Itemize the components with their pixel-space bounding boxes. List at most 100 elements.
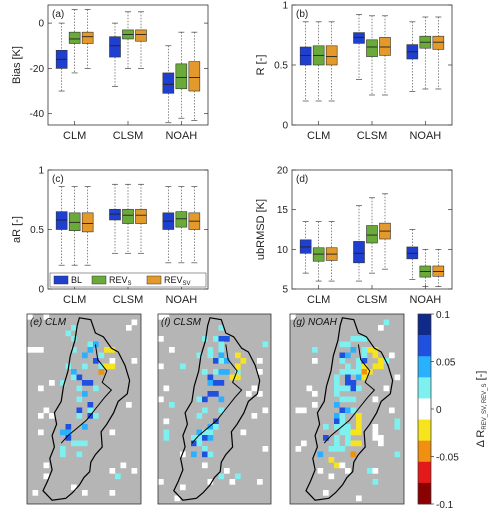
box-body [135, 29, 147, 42]
map-cell [224, 336, 230, 342]
map-cell [213, 424, 219, 430]
map-cell [301, 407, 307, 414]
box-body [122, 208, 134, 224]
box-rev-s-noah [419, 248, 432, 287]
map-panels: (e) CLM (f) CLSM (g) NOAH [26, 313, 405, 505]
map-cell [356, 369, 362, 375]
legend: BL REVS REVSV [49, 272, 207, 288]
map-cell [180, 484, 186, 491]
map-cell [76, 385, 83, 392]
box-panel-4: 5 10 15 20 ubRMSD [K] (d) CLM CLSM NOAH [255, 166, 453, 306]
map-cell [202, 336, 208, 342]
map-cell [87, 380, 94, 386]
map-cell [224, 369, 230, 375]
map-cell [196, 429, 203, 436]
map-cell [213, 380, 219, 386]
map-cell [43, 314, 50, 320]
box-rev-s-clm [68, 9, 81, 74]
y-tick-label: 0 [38, 19, 44, 30]
map-cell [345, 380, 351, 386]
map-frame [289, 313, 405, 505]
map-cell [295, 446, 302, 452]
map-cell [218, 407, 225, 414]
box-rev-s-clsm [366, 15, 378, 96]
map-cell [60, 451, 66, 458]
map-cell [345, 468, 351, 474]
map-cell [229, 479, 236, 485]
map-cell [334, 446, 340, 452]
map-cell [323, 424, 329, 430]
basin-outline [42, 317, 131, 501]
river-outline [191, 344, 243, 444]
map-cell [246, 391, 252, 397]
map-cell [356, 336, 362, 342]
map-cell [334, 462, 340, 469]
map-cell [82, 363, 88, 370]
map-cell [131, 468, 138, 474]
map-cell [339, 407, 346, 414]
map-cell [345, 440, 351, 447]
map-cell [350, 451, 357, 458]
map-cell [202, 446, 208, 452]
map-cell [361, 363, 368, 370]
map-cell [202, 451, 208, 458]
map-cell [38, 413, 44, 419]
map-panel-3: (g) NOAH [289, 313, 405, 505]
map-cell [202, 407, 208, 414]
box-rev-sv-noah [432, 16, 445, 90]
map-cell [104, 347, 110, 353]
map-cell [339, 396, 346, 403]
map-cell [65, 330, 72, 337]
map-cell [76, 413, 83, 419]
map-cell [317, 468, 324, 474]
map-cell [394, 374, 401, 381]
map-cell [32, 347, 39, 353]
map-cell [218, 325, 225, 331]
y-tick-label: 0 [282, 121, 288, 132]
map-cell [60, 380, 66, 386]
map-cell [345, 352, 351, 359]
map-cell [218, 473, 225, 480]
map-cell [235, 374, 241, 381]
legend-swatch [91, 275, 107, 285]
box-body [109, 36, 121, 58]
map-cell [213, 369, 219, 375]
panel-label: (a) [52, 9, 64, 20]
map-cell [345, 341, 351, 348]
map-cell [163, 385, 170, 392]
map-cell [251, 385, 258, 392]
map-cell [361, 336, 368, 342]
map-cell [207, 451, 214, 458]
map-cell [235, 369, 241, 375]
map-cell [350, 347, 357, 353]
map-cell [257, 479, 263, 485]
map-cell [87, 341, 94, 348]
map-cell [218, 336, 225, 342]
colorbar-label-main: Δ R [475, 430, 487, 448]
box-rev-s-clsm [122, 183, 134, 254]
map-cell [120, 462, 127, 469]
map-cell [207, 347, 214, 353]
map-cell [356, 440, 362, 447]
map-panel-label: (e) CLM [30, 317, 67, 328]
map-cell [295, 407, 302, 414]
map-cell [169, 402, 175, 408]
map-cell [372, 429, 379, 436]
map-cell [350, 396, 357, 403]
map-cell [361, 352, 368, 359]
map-cell [334, 380, 340, 386]
legend-label-main: BL [71, 275, 82, 285]
box-bl-clsm [353, 205, 365, 282]
legend-swatch [146, 275, 162, 285]
y-tick-label: 0.5 [30, 225, 44, 236]
colorbar-segment [418, 398, 431, 420]
map-cell [312, 347, 318, 353]
map-cell [82, 352, 88, 359]
map-cell [361, 374, 368, 381]
box-body [55, 211, 68, 230]
map-cell [207, 435, 214, 441]
map-cell [196, 440, 203, 447]
map-cell [87, 402, 94, 408]
map-cell [339, 446, 346, 452]
